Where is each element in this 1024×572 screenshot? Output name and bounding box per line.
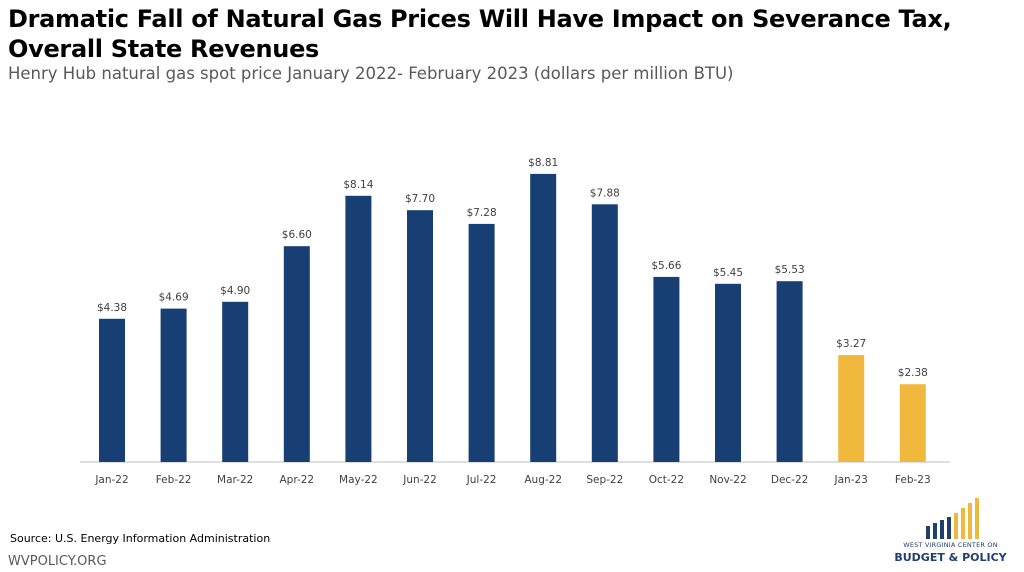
bar-mar-22 — [222, 301, 249, 462]
x-tick-label-jan-22: Jan-22 — [94, 474, 128, 486]
x-tick-label-apr-22: Apr-22 — [279, 474, 314, 486]
bar-dec-22 — [776, 281, 803, 462]
data-label-aug-22: $8.81 — [528, 157, 558, 169]
bar-chart: $4.38 Jan-22 $4.69 Feb-22 $4.90 Mar-22 $6.60 Ap… — [80, 157, 950, 486]
bar-jan-22 — [99, 318, 125, 462]
data-label-oct-22: $5.66 — [651, 260, 681, 272]
chart-subtitle: Henry Hub natural gas spot price January… — [8, 64, 734, 83]
logo-line-1: WEST VIRGINIA CENTER ON — [903, 541, 998, 549]
bar-feb-23 — [899, 384, 926, 462]
site-url: WVPOLICY.ORG — [8, 554, 107, 569]
chart-title: Dramatic Fall of Natural Gas Prices Will… — [8, 5, 952, 63]
x-tick-label-feb-22: Feb-22 — [156, 474, 192, 486]
logo-line-2: BUDGET & POLICY — [894, 551, 1007, 564]
bar-may-22 — [345, 195, 372, 463]
source-note: Source: U.S. Energy Information Administ… — [10, 532, 271, 545]
x-tick-label-jan-23: Jan-23 — [834, 474, 868, 486]
bar-apr-22 — [283, 246, 310, 462]
organization-logo: WEST VIRGINIA CENTER ON BUDGET & POLICY — [880, 496, 1020, 570]
bar-chart-logo-icon — [926, 498, 979, 539]
x-tick-label-oct-22: Oct-22 — [649, 474, 684, 486]
x-tick-label-mar-22: Mar-22 — [217, 474, 253, 486]
bar-sep-22 — [591, 204, 618, 463]
x-tick-label-jun-22: Jun-22 — [402, 474, 437, 486]
bar-feb-22 — [160, 308, 187, 462]
data-label-jun-22: $7.70 — [405, 193, 435, 205]
data-label-jan-23: $3.27 — [836, 338, 866, 350]
data-label-feb-23: $2.38 — [898, 367, 928, 379]
x-tick-label-may-22: May-22 — [339, 474, 378, 486]
x-tick-label-jul-22: Jul-22 — [466, 474, 497, 486]
data-label-feb-22: $4.69 — [159, 292, 189, 304]
data-label-may-22: $8.14 — [343, 179, 373, 191]
data-label-nov-22: $5.45 — [713, 267, 743, 279]
data-label-apr-22: $6.60 — [282, 229, 312, 241]
data-label-jan-22: $4.38 — [97, 302, 127, 314]
data-label-mar-22: $4.90 — [220, 285, 250, 297]
bar-oct-22 — [653, 276, 680, 462]
x-tick-label-dec-22: Dec-22 — [771, 474, 808, 486]
data-label-sep-22: $7.88 — [590, 187, 620, 199]
bar-jan-23 — [838, 355, 865, 462]
x-tick-label-feb-23: Feb-23 — [895, 474, 931, 486]
data-label-jul-22: $7.28 — [467, 207, 497, 219]
bar-jun-22 — [407, 210, 433, 462]
x-tick-label-sep-22: Sep-22 — [586, 474, 623, 486]
x-tick-label-nov-22: Nov-22 — [709, 474, 746, 486]
bar-aug-22 — [530, 173, 557, 462]
data-label-dec-22: $5.53 — [775, 264, 805, 276]
bar-nov-22 — [715, 283, 741, 462]
x-tick-label-aug-22: Aug-22 — [524, 474, 562, 486]
bar-jul-22 — [468, 223, 495, 462]
